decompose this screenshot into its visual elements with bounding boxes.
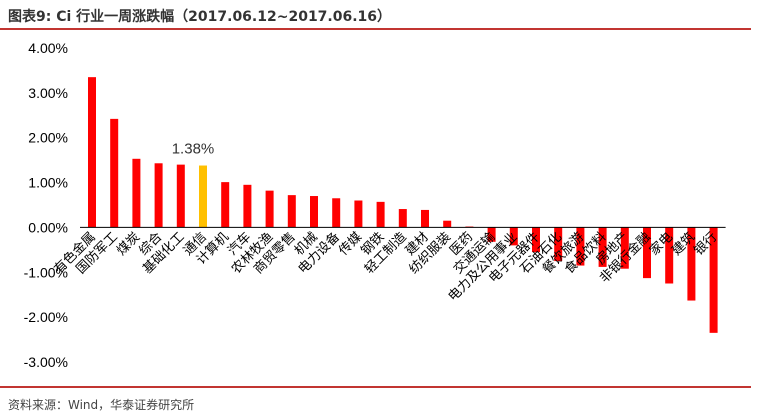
bottom-rule (0, 386, 751, 388)
y-tick-label: 2.00% (28, 130, 68, 146)
top-rule (0, 28, 751, 30)
bar-计算机 (221, 182, 230, 228)
title-bar: 图表9: Ci 行业一周涨跌幅（2017.06.12~2017.06.16） (0, 0, 763, 30)
bar-轻工制造 (398, 209, 407, 228)
source-note: 资料来源：Wind，华泰证券研究所 (8, 398, 195, 412)
bar-通信 (199, 165, 207, 228)
y-tick-label: 3.00% (28, 85, 68, 101)
bar-国防军工 (110, 118, 119, 228)
y-tick-label: -3.00% (24, 354, 68, 370)
bar-纺织服装 (443, 220, 452, 228)
bar-建筑 (687, 227, 696, 301)
y-tick-label: 1.00% (28, 175, 68, 191)
bar-钢铁 (376, 201, 385, 228)
y-tick-label: -2.00% (24, 309, 68, 325)
bar-建材 (421, 209, 429, 228)
bar-chart: 4.00% 3.00% 2.00% 1.00% 0.00% -1.00% -2.00% -3.… (24, 40, 726, 370)
data-labels: 1.38% (172, 141, 215, 158)
chart-title: 图表9: Ci 行业一周涨跌幅（2017.06.12~2017.06.16） (8, 9, 392, 25)
y-tick-label: 0.00% (28, 219, 68, 235)
bar-煤炭 (132, 158, 141, 228)
bar-机械 (310, 196, 318, 228)
bar-商贸零售 (287, 195, 296, 228)
bar-电子元器件 (532, 227, 540, 253)
bar-有色金属 (88, 77, 96, 228)
bar-汽车 (243, 184, 252, 228)
category-label: 煤炭 (114, 230, 143, 259)
bar-房地产 (620, 227, 629, 269)
bar-农林牧渔 (265, 190, 274, 228)
highlight-data-label: 1.38% (172, 141, 215, 158)
category-label: 传媒 (336, 230, 365, 259)
y-tick-label: 4.00% (28, 40, 68, 56)
bar-综合 (154, 163, 163, 228)
category-labels: 有色金属国防军工煤炭综合基础化工通信计算机汽车农林牧渔商贸零售机械电力设备传媒钢… (51, 229, 721, 305)
bar-银行 (709, 227, 718, 333)
bar-基础化工 (176, 164, 185, 228)
bar-电力及公用事业 (509, 227, 518, 246)
bar-电力设备 (332, 198, 341, 228)
bar-非银行金融 (643, 227, 651, 279)
y-tick-label: -1.00% (24, 264, 68, 280)
bar-食品饮料 (598, 227, 607, 267)
bars-group (88, 77, 718, 333)
bar-交通运输 (487, 227, 496, 242)
bar-餐饮旅游 (576, 227, 585, 266)
bar-石油石化 (554, 227, 563, 262)
bar-家电 (665, 227, 674, 284)
y-axis: 4.00% 3.00% 2.00% 1.00% 0.00% -1.00% -2.00% -3.… (24, 40, 68, 370)
bar-传媒 (354, 200, 363, 228)
